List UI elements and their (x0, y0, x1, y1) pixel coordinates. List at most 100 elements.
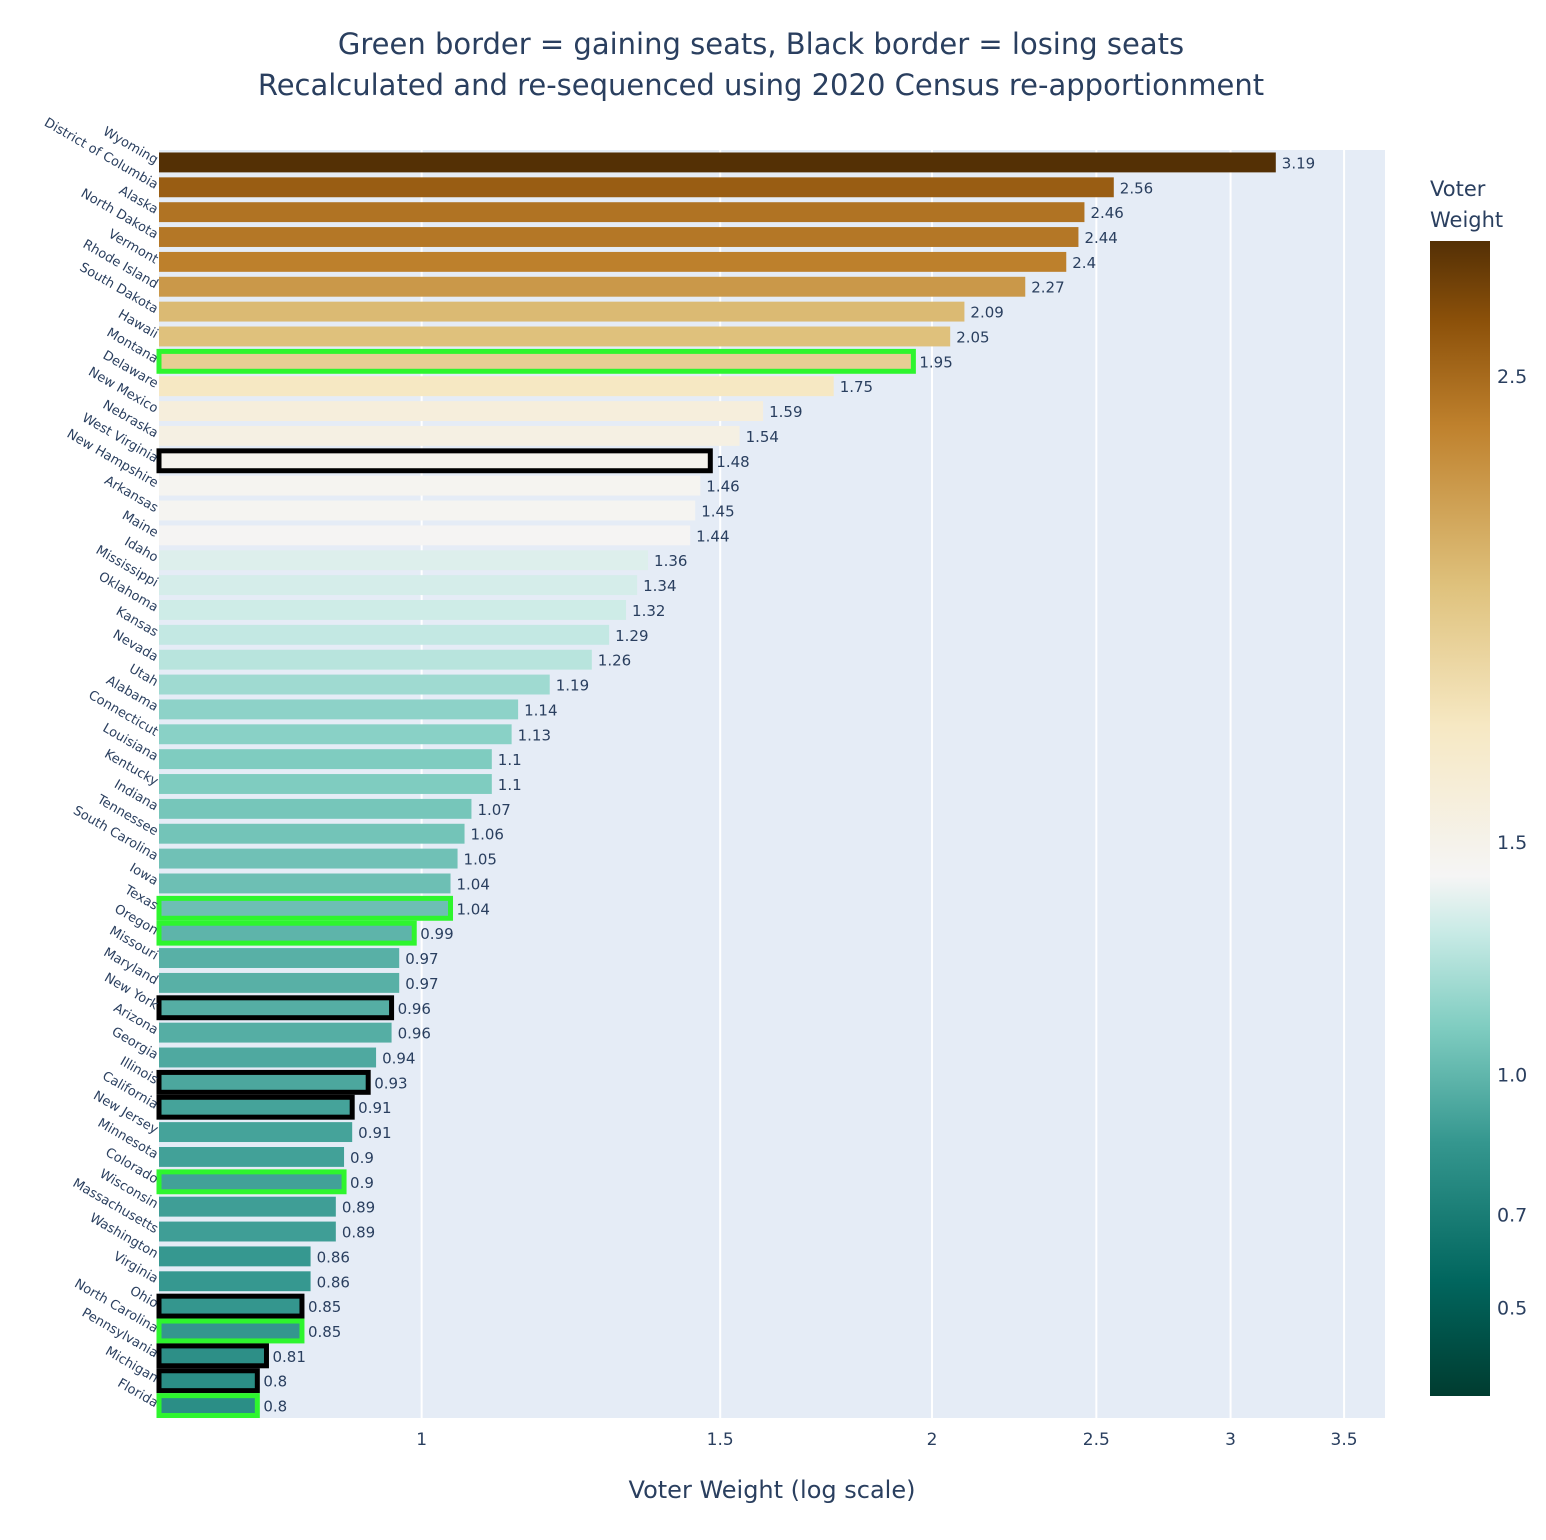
bar-illinois (156, 1069, 371, 1095)
bar-maine (159, 525, 691, 546)
value-label: 1.54 (746, 428, 779, 446)
x-tick-label: 1 (416, 1430, 427, 1450)
value-label: 0.97 (405, 950, 438, 968)
x-tick-label: 3 (1225, 1430, 1236, 1450)
bar-louisiana (159, 749, 492, 770)
bar-georgia (159, 1047, 377, 1068)
bar-arizona (159, 1022, 392, 1043)
value-label: 0.85 (308, 1298, 341, 1316)
bar-alaska (159, 202, 1085, 223)
value-label: 2.56 (1120, 179, 1153, 197)
value-label: 0.96 (398, 1000, 431, 1018)
colorbar-gradient (1430, 241, 1490, 1396)
bar-alabama (159, 699, 519, 720)
bar-tennessee (159, 823, 465, 844)
bar-indiana (159, 798, 472, 819)
bar-arkansas (159, 500, 696, 521)
bar-colorado (156, 1169, 347, 1195)
x-tick-label: 2.5 (1083, 1430, 1110, 1450)
bar-north-dakota (159, 227, 1079, 247)
value-label: 0.91 (358, 1099, 391, 1117)
value-label: 1.45 (701, 503, 734, 521)
value-label: 1.46 (706, 478, 739, 496)
colorbar-title-line-1: Voter (1430, 177, 1486, 201)
value-label: 1.29 (615, 627, 648, 645)
bar-south-carolina (159, 848, 458, 869)
value-label: 0.96 (398, 1025, 431, 1043)
colorbar-tick-label: 0.5 (1497, 1298, 1527, 1320)
bar-iowa (159, 873, 451, 894)
bar-wyoming (159, 152, 1276, 173)
value-label: 0.8 (263, 1398, 287, 1416)
bar-massachusetts (159, 1221, 336, 1242)
bar-west-virginia (156, 448, 713, 474)
x-tick-label: 1.5 (707, 1430, 734, 1450)
value-label: 2.4 (1072, 254, 1096, 272)
value-label: 1.59 (769, 403, 802, 421)
bar-oklahoma (159, 600, 627, 620)
bar-washington (159, 1246, 311, 1267)
bar-kansas (159, 624, 610, 645)
value-label: 1.75 (840, 378, 873, 396)
x-tick-label: 2 (927, 1430, 938, 1450)
value-label: 0.91 (358, 1124, 391, 1142)
bar-kentucky (159, 774, 492, 794)
value-label: 3.19 (1282, 154, 1315, 172)
chart-title-line-2: Recalculated and re-sequenced using 2020… (258, 68, 1264, 102)
value-label: 1.26 (598, 652, 631, 670)
value-label: 0.97 (405, 975, 438, 993)
bars (156, 152, 1276, 1419)
value-labels: 3.19 2.56 2.46 2.44 2.4 2.27 2.09 2.051.95 1.75 1… (263, 154, 1315, 1415)
value-label: 1.06 (471, 826, 504, 844)
value-label: 0.89 (342, 1224, 375, 1242)
bar-texas (156, 895, 454, 921)
value-label: 1.13 (518, 726, 551, 744)
value-label: 0.9 (350, 1149, 374, 1167)
bar-montana (156, 348, 916, 374)
bar-vermont (159, 251, 1067, 272)
value-label: 1.95 (919, 353, 952, 371)
value-label: 1.34 (643, 577, 676, 595)
x-tick-labels: 1 1.5 2 2.5 3 3.5 (416, 1430, 1357, 1450)
bar-virginia (159, 1271, 311, 1292)
bar-utah (159, 674, 550, 695)
bar-new-jersey (159, 1122, 353, 1143)
value-label: 2.27 (1031, 279, 1064, 297)
x-tick-label: 3.5 (1331, 1430, 1358, 1450)
value-label: 0.94 (382, 1049, 415, 1067)
colorbar-title-line-2: Weight (1430, 208, 1503, 232)
bar-maryland (159, 972, 400, 993)
bar-hawaii (159, 326, 951, 347)
bar-idaho (159, 550, 649, 571)
value-label: 2.44 (1084, 229, 1117, 247)
bar-district-of-columbia (159, 177, 1114, 198)
bar-pennsylvania (156, 1343, 269, 1369)
bar-nebraska (159, 425, 740, 446)
bar-nevada (159, 649, 592, 670)
value-label: 1.1 (498, 751, 522, 769)
bar-minnesota (159, 1146, 345, 1167)
value-label: 0.8 (263, 1373, 287, 1391)
value-label: 1.44 (696, 527, 729, 545)
value-label: 1.04 (457, 875, 490, 893)
colorbar-tick-label: 2.5 (1497, 366, 1527, 388)
bar-florida (156, 1393, 260, 1419)
chart-title-line-1: Green border = gaining seats, Black bord… (338, 27, 1184, 61)
value-label: 0.93 (374, 1074, 407, 1092)
colorbar-tick-label: 0.7 (1497, 1204, 1527, 1226)
value-label: 2.05 (956, 328, 989, 346)
value-label: 1.36 (654, 552, 687, 570)
value-label: 1.48 (716, 453, 749, 471)
value-label: 1.05 (464, 851, 497, 869)
bar-missouri (159, 948, 400, 968)
value-label: 2.46 (1090, 204, 1123, 222)
value-label: 1.32 (632, 602, 665, 620)
value-label: 0.99 (420, 925, 453, 943)
bar-rhode-island (159, 276, 1026, 297)
value-label: 1.04 (457, 900, 490, 918)
x-axis-title: Voter Weight (log scale) (629, 1476, 916, 1504)
bar-mississippi (159, 575, 638, 596)
colorbar-tick-label: 1.0 (1497, 1065, 1527, 1087)
